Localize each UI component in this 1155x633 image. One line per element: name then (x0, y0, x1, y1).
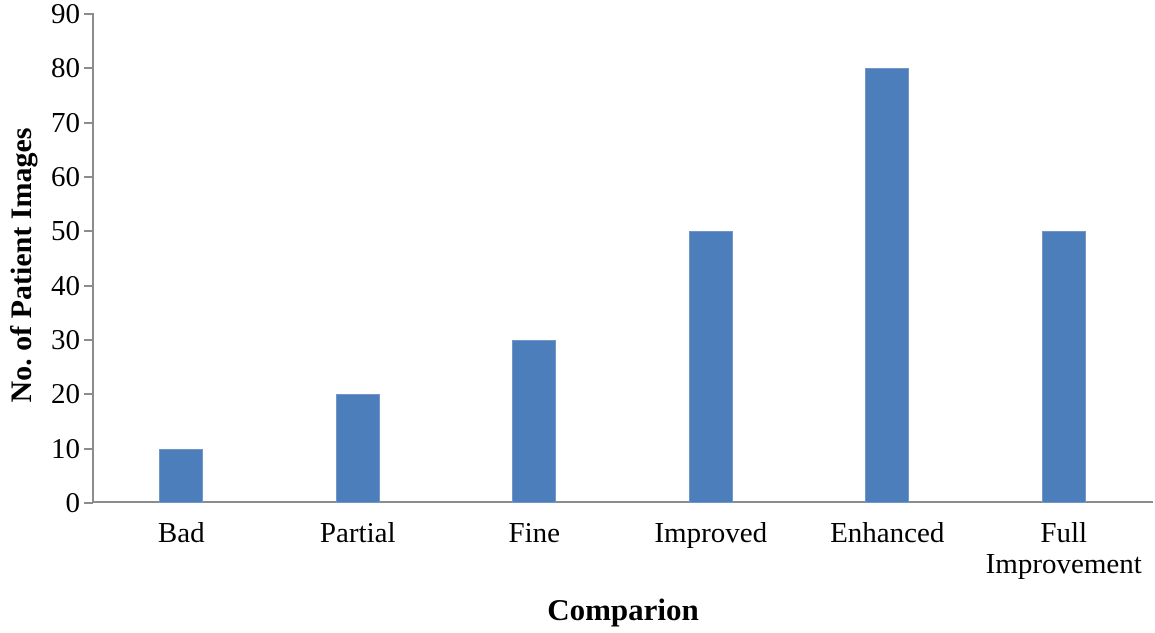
x-category-label: Full Improvement (985, 517, 1142, 580)
x-category-label: Enhanced (830, 517, 945, 549)
y-tick-mark (84, 284, 93, 287)
x-axis-title: Comparion (547, 592, 699, 627)
bar-bad (159, 448, 204, 503)
x-category-label: Bad (157, 517, 205, 549)
y-tick-label: 60 (51, 161, 80, 193)
y-tick-mark (84, 339, 93, 341)
bar-improved (688, 231, 733, 503)
y-tick-label: 20 (51, 378, 80, 411)
y-axis-line (92, 13, 94, 503)
y-tick-mark (84, 502, 93, 504)
x-category-label: Fine (508, 517, 561, 549)
bar-fine (512, 340, 557, 503)
y-tick-label: 70 (51, 106, 80, 139)
y-tick-label: 30 (51, 324, 80, 356)
bar-full-improvement (1041, 231, 1086, 503)
y-tick-mark (84, 176, 93, 178)
x-axis-line (93, 501, 1153, 503)
x-category-label: Partial (319, 517, 396, 549)
x-category-label: Improved (654, 517, 768, 549)
bar-partial (335, 394, 380, 503)
y-tick-mark (84, 447, 93, 450)
y-tick-mark (84, 67, 93, 70)
y-tick-mark (84, 121, 93, 124)
bar-enhanced (865, 68, 910, 503)
y-tick-label: 40 (51, 269, 80, 302)
y-tick-mark (84, 393, 93, 396)
y-axis-title: No. of Patient Images (5, 127, 38, 403)
y-tick-mark (84, 230, 93, 233)
y-tick-label: 50 (51, 215, 80, 248)
y-tick-label: 90 (51, 0, 80, 30)
y-tick-label: 0 (65, 487, 81, 519)
y-tick-mark (84, 13, 93, 15)
y-tick-label: 10 (51, 432, 80, 465)
y-tick-label: 80 (51, 52, 80, 85)
